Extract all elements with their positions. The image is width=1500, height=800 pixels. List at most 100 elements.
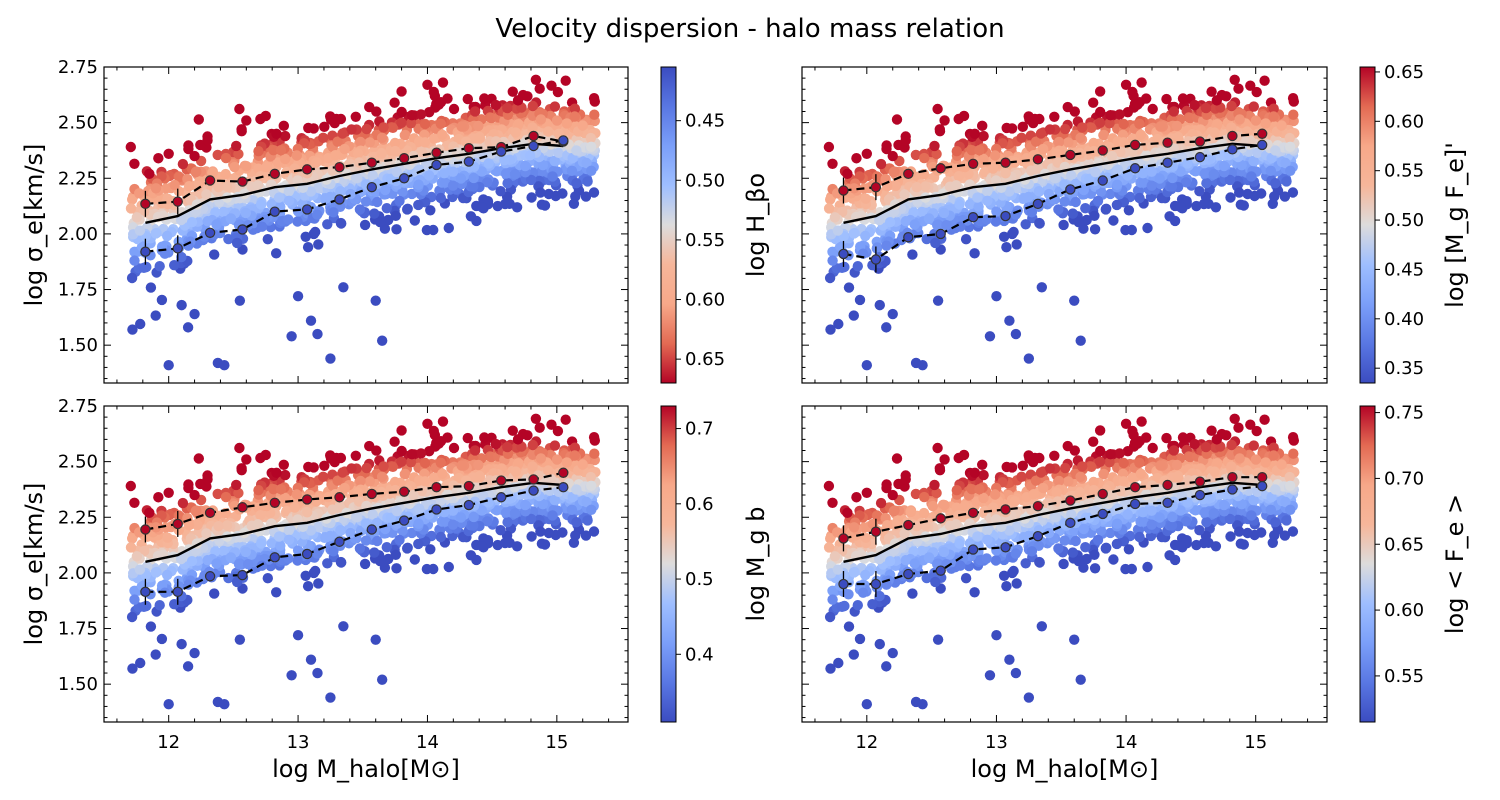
scatter-point: [192, 180, 203, 192]
scatter-point: [439, 168, 450, 179]
scatter-point: [455, 173, 467, 184]
scatter-point: [280, 469, 291, 481]
scatter-point: [428, 86, 439, 98]
outlier-point: [1211, 95, 1223, 106]
scatter-point: [1269, 191, 1280, 202]
scatter-point: [473, 120, 484, 132]
scatter-point: [1270, 145, 1281, 156]
scatter-point: [874, 214, 885, 226]
scatter-point: [131, 212, 143, 223]
scatter-point: [1285, 141, 1296, 152]
scatter-point: [396, 456, 407, 467]
scatter-point: [367, 170, 378, 181]
scatter-point: [405, 118, 417, 129]
scatter-point: [987, 163, 999, 174]
scatter-point: [1180, 177, 1192, 188]
scatter-point: [491, 166, 502, 177]
scatter-point: [289, 163, 300, 174]
outlier-point: [887, 150, 898, 162]
outlier-point: [1136, 77, 1147, 88]
lower-dashed-marker: [1194, 151, 1206, 163]
scatter-point: [462, 432, 473, 444]
scatter-point: [581, 157, 592, 169]
lower-dashed-marker: [1162, 157, 1173, 168]
scatter-point: [1112, 179, 1123, 190]
lower-dashed-line: [843, 143, 1263, 261]
scatter-point: [311, 157, 322, 168]
scatter-point: [1033, 186, 1045, 197]
scatter-point: [1248, 101, 1260, 112]
scatter-point: [547, 171, 558, 182]
scatter-point: [1137, 168, 1149, 179]
scatter-point: [1138, 177, 1149, 188]
upper-dashed-marker: [1032, 154, 1044, 165]
scatter-point: [134, 225, 146, 236]
scatter-point: [292, 216, 303, 227]
scatter-point: [129, 585, 140, 596]
outlier-point: [958, 110, 970, 122]
scatter-point: [586, 165, 597, 176]
scatter-point: [1199, 168, 1211, 179]
scatter-point: [1053, 204, 1064, 215]
scatter-point: [1088, 137, 1099, 149]
scatter-point: [1017, 121, 1028, 132]
scatter-points: [823, 74, 1300, 371]
scatter-point: [930, 237, 941, 249]
scatter-point: [884, 217, 896, 228]
outlier-point: [376, 335, 388, 346]
scatter-point: [931, 148, 942, 160]
scatter-point: [225, 213, 237, 224]
scatter-point: [1246, 171, 1257, 182]
upper-dashed-marker: [1256, 128, 1268, 139]
outlier-point: [1036, 282, 1048, 293]
colorbar-tick-label: 0.35: [1384, 358, 1424, 379]
scatter-point: [389, 436, 400, 447]
scatter-point: [310, 226, 321, 238]
scatter-point: [1182, 158, 1193, 169]
scatter-point: [145, 282, 157, 293]
scatter-point: [1034, 113, 1045, 125]
scatter-point: [972, 192, 983, 203]
scatter-point: [1256, 188, 1267, 199]
scatter-point: [549, 101, 561, 112]
scatter-point: [482, 177, 493, 188]
scatter-point: [361, 123, 372, 135]
scatter-point: [469, 106, 481, 117]
scatter-point: [1075, 132, 1086, 143]
scatter-point: [551, 115, 563, 126]
scatter-point: [1094, 117, 1106, 128]
scatter-point: [577, 120, 588, 131]
scatter-point: [982, 186, 993, 197]
scatter-point: [1259, 75, 1270, 86]
scatter-point: [381, 542, 392, 553]
scatter-point: [396, 117, 407, 128]
scatter-point: [560, 75, 571, 86]
outlier-point: [1120, 79, 1132, 91]
scatter-point: [1023, 191, 1034, 203]
scatter-point: [1025, 165, 1037, 176]
outlier-point: [163, 148, 174, 159]
scatter-point: [129, 255, 140, 266]
scatter-point: [154, 261, 165, 272]
scatter-point: [1161, 93, 1172, 105]
scatter-point: [421, 563, 433, 575]
lower-dashed-marker: [903, 232, 914, 243]
scatter-point: [183, 181, 195, 192]
scatter-point: [561, 118, 572, 129]
scatter-point: [899, 189, 910, 200]
scatter-point: [1206, 86, 1217, 97]
y-tick-label: 1.75: [58, 280, 98, 301]
scatter-point: [355, 136, 366, 148]
scatter-point: [479, 93, 490, 104]
scatter-point: [527, 122, 538, 133]
upper-dashed-line: [843, 132, 1263, 192]
scatter-point: [391, 167, 403, 178]
scatter-point: [231, 479, 242, 491]
scatter-point: [1089, 224, 1101, 235]
lower-dashed-marker: [558, 135, 569, 146]
outlier-point: [370, 295, 381, 306]
lower-dashed-marker: [1065, 184, 1076, 195]
scatter-point: [372, 196, 383, 208]
scatter-points: [125, 413, 601, 710]
scatter-point: [218, 545, 229, 557]
